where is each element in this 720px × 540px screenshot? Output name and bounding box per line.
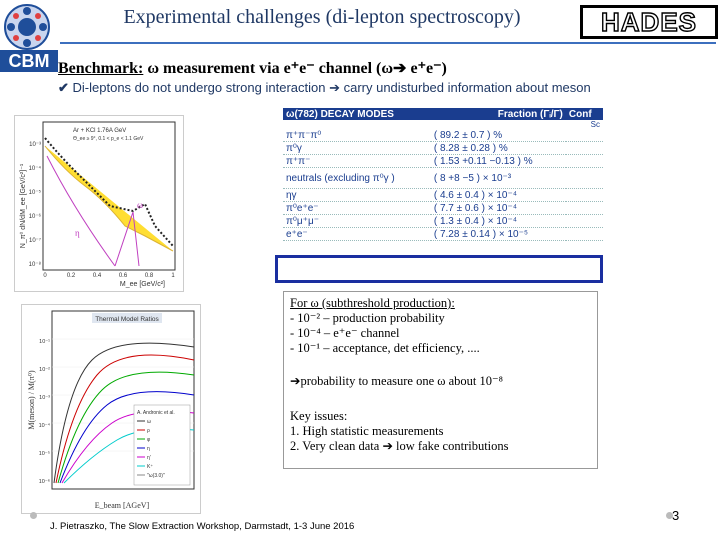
- footer-text: J. Pietraszko, The Slow Extraction Works…: [50, 521, 355, 532]
- plot1-omega-curve: [114, 211, 140, 267]
- plot1-xtick: 0.6: [119, 273, 128, 279]
- plot1-ytick: 10⁻⁶: [29, 213, 42, 220]
- plot1-ytick: 10⁻⁸: [29, 261, 42, 268]
- plot1-legend-1: Ar + KCl 1.76A GeV: [73, 128, 126, 134]
- plot2-xlabel: E_beam [AGeV]: [95, 501, 150, 510]
- checkmark-icon: ✔: [58, 80, 69, 95]
- plot1-ytick: 10⁻⁵: [29, 189, 42, 196]
- plot1-legend-2: Θ_ee ≥ 9°, 0.1 < p_e < 1.1 GeV: [73, 136, 144, 142]
- plot1-eta-label: η: [75, 228, 80, 238]
- bullet-line: ✔ Di-leptons do not undergo strong inter…: [58, 80, 591, 96]
- plot1-cocktail-band: [44, 145, 174, 252]
- cbm-logo-text: CBM: [0, 50, 58, 72]
- textbox-line: - 10⁻⁴ – e⁺e⁻ channel: [290, 326, 400, 340]
- textbox-key-item: 1. High statistic measurements: [290, 424, 444, 438]
- plot2-legend-item: η: [147, 446, 150, 452]
- plot2-legend-item: A. Andronic et al.: [137, 410, 175, 416]
- plot2-curve: [57, 371, 195, 484]
- decay-row-fraction: ( 8 +8 −5 ) × 10⁻³: [433, 172, 512, 184]
- decay-row-fraction: ( 4.6 ± 0.4 ) × 10⁻⁴: [433, 189, 518, 201]
- omega-decay-modes-table: ω(782) DECAY MODES Fraction (Γᵢ/Γ) Conf …: [283, 108, 603, 280]
- decay-row-mode: e⁺e⁻: [286, 228, 308, 240]
- decay-row-mode: π⁺π⁻π⁰: [286, 129, 322, 141]
- cbm-logo: [2, 2, 52, 74]
- decay-header-scale: Sc: [590, 120, 600, 129]
- decay-row-mode: neutrals (excluding π⁰γ ): [286, 172, 395, 184]
- plot2-ytick: 10⁻²: [39, 367, 50, 373]
- plot1-omega-label: ω: [137, 200, 143, 210]
- invariant-mass-plot: N_π⁰ dN/dM_ee [GeV/c²]⁻¹ M_ee [GeV/c²] A…: [14, 115, 184, 292]
- decor-dot: [30, 512, 37, 519]
- plot1-xtick: 0.8: [145, 273, 154, 279]
- slide-title: Experimental challenges (di-lepton spect…: [123, 6, 521, 28]
- plot1-xtick: 0.4: [93, 273, 102, 279]
- plot2-legend-item: K⁺: [147, 464, 153, 470]
- bullet-text: Di-leptons do not undergo strong interac…: [72, 80, 591, 95]
- plot1-ylabel: N_π⁰ dN/dM_ee [GeV/c²]⁻¹: [19, 163, 27, 248]
- thermal-model-ratios-plot: Thermal Model Ratios M(meson) / M(π⁰) E_…: [21, 304, 201, 514]
- textbox-line: - 10⁻¹ – acceptance, det efficiency, ...…: [290, 341, 480, 355]
- plot2-title: Thermal Model Ratios: [95, 316, 159, 323]
- decay-row-fraction: ( 1.53 +0.11 −0.13 ) %: [433, 155, 533, 167]
- cbm-emblem-icon: [4, 4, 50, 50]
- plot2-legend-item: ρ: [147, 428, 150, 434]
- plot2-ytick: 10⁻¹: [39, 339, 50, 345]
- benchmark-line: Benchmark: ω measurement via e⁺e⁻ channe…: [58, 58, 447, 78]
- decay-row-mode: π⁰μ⁺μ⁻: [286, 215, 319, 227]
- plot1-xtick: 0.2: [67, 273, 76, 279]
- decay-row-mode: π⁰e⁺e⁻: [286, 202, 319, 214]
- plot2-legend-item: "ω(3.0)": [147, 473, 165, 479]
- omega-probability-textbox: For ω (subthreshold production): - 10⁻² …: [283, 291, 598, 469]
- decor-dot: [666, 512, 673, 519]
- plot2-ytick: 10⁻³: [39, 395, 50, 401]
- textbox-key-title: Key issues:: [290, 409, 348, 423]
- plot1-xtick: 0: [43, 273, 47, 279]
- decay-row-mode: ηγ: [286, 189, 297, 201]
- plot2-curve: [55, 354, 195, 484]
- benchmark-label: Benchmark:: [58, 60, 144, 77]
- ee-channel-highlight: [275, 255, 603, 283]
- plot2-ylabel: M(meson) / M(π⁰): [27, 370, 36, 430]
- benchmark-text: ω measurement via e⁺e⁻ channel (ω➔ e⁺e⁻): [147, 60, 447, 77]
- decay-row-fraction: ( 89.2 ± 0.7 ) %: [433, 129, 503, 141]
- hades-logo: HADES: [580, 5, 718, 39]
- plot2-curve: [59, 391, 195, 484]
- plot1-ytick: 10⁻⁷: [29, 237, 41, 244]
- decay-row-fraction: ( 7.28 ± 0.14 ) × 10⁻⁵: [433, 228, 528, 240]
- plot2-legend-item: φ: [147, 437, 151, 443]
- decay-row-mode: π⁺π⁻: [286, 155, 311, 167]
- decay-row-fraction: ( 7.7 ± 0.6 ) × 10⁻⁴: [433, 202, 518, 214]
- plot2-curve: [53, 342, 195, 484]
- decay-row-mode: π⁰γ: [286, 142, 302, 154]
- title-divider: [60, 42, 716, 44]
- plot2-legend-item: η': [147, 455, 151, 461]
- plot2-ytick: 10⁻⁵: [39, 450, 50, 457]
- plot2-ytick: 10⁻⁴: [39, 422, 51, 429]
- page-number: 3: [672, 508, 680, 523]
- decay-header-mode: ω(782) DECAY MODES: [286, 108, 394, 120]
- plot1-ytick: 10⁻⁴: [29, 165, 42, 172]
- textbox-line: - 10⁻² – production probability: [290, 311, 445, 325]
- decay-header-fraction: Fraction (Γᵢ/Γ): [497, 108, 563, 120]
- decay-header-conf: Conf: [568, 108, 592, 120]
- decay-row-fraction: ( 8.28 ± 0.28 ) %: [433, 142, 508, 154]
- plot1-ytick: 10⁻³: [29, 142, 41, 148]
- plot1-eta-curve: [46, 155, 116, 267]
- plot1-xlabel: M_ee [GeV/c²]: [120, 281, 165, 288]
- plot2-ytick: 10⁻⁶: [39, 478, 50, 485]
- textbox-key-item: 2. Very clean data ➔ low fake contributi…: [290, 439, 509, 453]
- textbox-title: For ω (subthreshold production):: [290, 296, 455, 310]
- decay-row-fraction: ( 1.3 ± 0.4 ) × 10⁻⁴: [433, 215, 518, 227]
- plot1-data-points: [44, 137, 174, 247]
- plot1-xtick: 1: [171, 273, 175, 279]
- hades-logo-text: HADES: [600, 6, 697, 37]
- textbox-probability: ➔probability to measure one ω about 10⁻⁸: [290, 374, 503, 388]
- plot2-legend-item: ω: [147, 419, 151, 425]
